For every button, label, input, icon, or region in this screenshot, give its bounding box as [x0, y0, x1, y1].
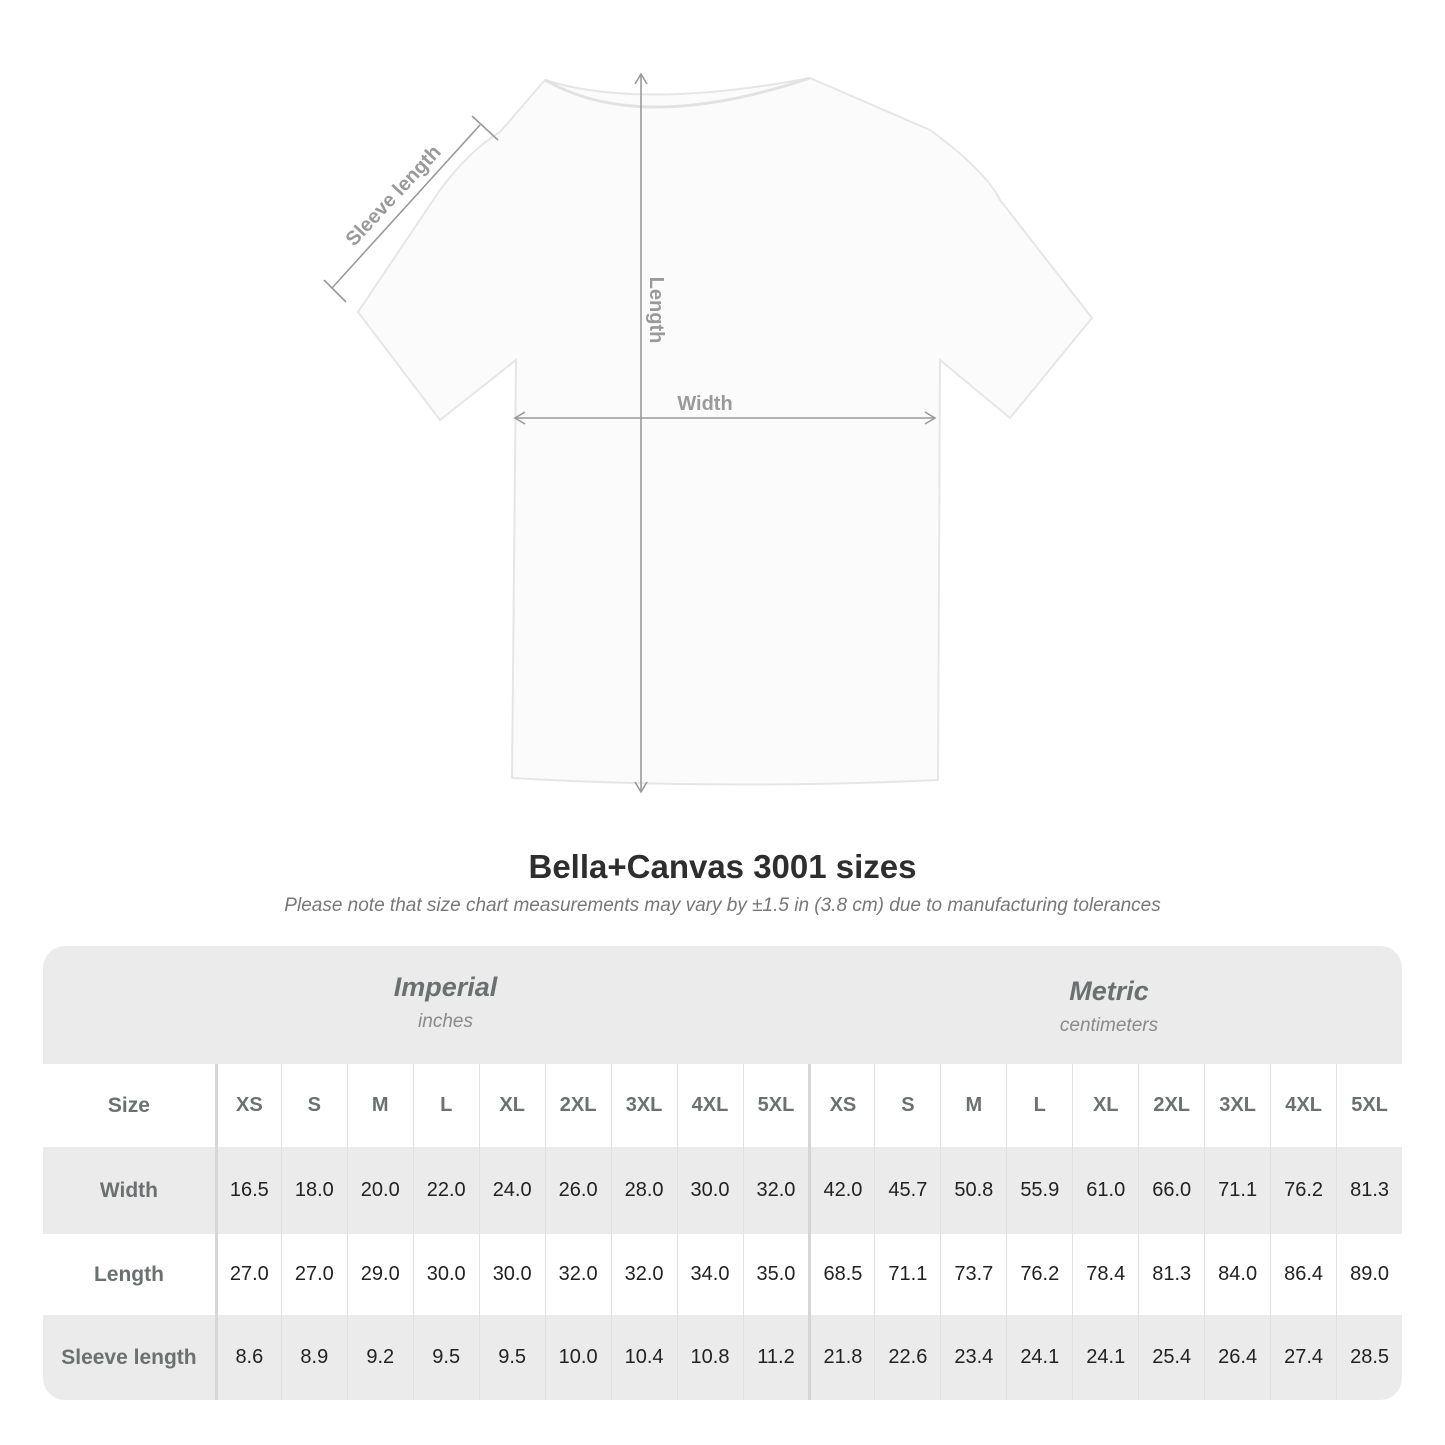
metric-value-cell: 26.4	[1204, 1315, 1270, 1400]
metric-value-cell: 66.0	[1138, 1147, 1204, 1234]
imperial-value-cell: 22.0	[412, 1147, 479, 1234]
tolerance-note: Please note that size chart measurements…	[284, 895, 1161, 916]
size-cell: 4XL	[1270, 1064, 1336, 1147]
imperial-value-cell: 18.0	[280, 1147, 347, 1234]
metric-value-cell: 55.9	[1006, 1147, 1072, 1234]
imperial-value-cell: 32.0	[742, 1147, 809, 1234]
imperial-value-cell: 30.0	[412, 1234, 479, 1315]
length-label: Length	[645, 277, 667, 344]
imperial-value-cell: 26.0	[544, 1147, 611, 1234]
size-cell: XL	[478, 1064, 545, 1147]
imperial-value-cell: 29.0	[346, 1234, 413, 1315]
size-cell: S	[280, 1064, 347, 1147]
imperial-title: Imperial	[393, 972, 498, 1002]
metric-value-cell: 45.7	[874, 1147, 940, 1234]
metric-value-cell: 22.6	[874, 1315, 940, 1400]
size-cell: XL	[1072, 1064, 1138, 1147]
imperial-value-cell: 16.5	[214, 1147, 281, 1234]
size-cell: S	[874, 1064, 940, 1147]
size-header-row: Size XS S M L XL 2XL 3XL 4XL 5XL XS S M L XL 2XL 3XL 4XL 5…	[43, 1064, 1402, 1147]
imperial-value-cell: 28.0	[610, 1147, 677, 1234]
metric-value-cell: 21.8	[808, 1315, 874, 1400]
metric-value-cell: 71.1	[1204, 1147, 1270, 1234]
row-label: Sleeve length	[61, 1345, 197, 1369]
imperial-value-cell: 9.2	[346, 1315, 413, 1400]
size-cell: L	[1006, 1064, 1072, 1147]
size-cell: L	[412, 1064, 479, 1147]
metric-value-cell: 42.0	[808, 1147, 874, 1234]
imperial-value-cell: 10.0	[544, 1315, 611, 1400]
tshirt-diagram: Width Length Sleeve length	[323, 72, 1094, 794]
imperial-value-cell: 8.6	[214, 1315, 281, 1400]
row-label: Size	[107, 1093, 150, 1117]
table-row: Length 27.0 27.0 29.0 30.0 30.0 32.0 32.0 34.0 35…	[43, 1234, 1402, 1315]
imperial-value-cell: 32.0	[544, 1234, 611, 1315]
metric-value-cell: 28.5	[1336, 1315, 1402, 1400]
metric-value-cell: 50.8	[940, 1147, 1006, 1234]
table-header: Imperial inches Metric centimeters	[43, 946, 1402, 1064]
metric-value-cell: 81.3	[1336, 1147, 1402, 1234]
size-cell: M	[346, 1064, 413, 1147]
metric-value-cell: 23.4	[940, 1315, 1006, 1400]
metric-unit: centimeters	[1059, 1015, 1159, 1036]
size-cell: XS	[808, 1064, 874, 1147]
imperial-value-cell: 30.0	[676, 1147, 743, 1234]
imperial-value-cell: 10.8	[676, 1315, 743, 1400]
metric-value-cell: 81.3	[1138, 1234, 1204, 1315]
size-cell: 3XL	[610, 1064, 677, 1147]
imperial-value-cell: 10.4	[610, 1315, 677, 1400]
metric-value-cell: 24.1	[1006, 1315, 1072, 1400]
metric-value-cell: 76.2	[1270, 1147, 1336, 1234]
width-label: Width	[677, 393, 732, 415]
imperial-value-cell: 34.0	[676, 1234, 743, 1315]
row-label: Length	[93, 1262, 164, 1286]
size-cell: 4XL	[676, 1064, 743, 1147]
row-label: Width	[99, 1178, 158, 1202]
metric-value-cell: 73.7	[940, 1234, 1006, 1315]
size-cell: 5XL	[1336, 1064, 1402, 1147]
imperial-value-cell: 8.9	[280, 1315, 347, 1400]
size-cell: 5XL	[742, 1064, 809, 1147]
imperial-value-cell: 24.0	[478, 1147, 545, 1234]
imperial-value-cell: 32.0	[610, 1234, 677, 1315]
metric-title: Metric	[1069, 976, 1149, 1006]
size-cell: M	[940, 1064, 1006, 1147]
metric-value-cell: 61.0	[1072, 1147, 1138, 1234]
imperial-value-cell: 35.0	[742, 1234, 809, 1315]
table-row: Width 16.5 18.0 20.0 22.0 24.0 26.0 28.0 30.0 32.…	[43, 1147, 1402, 1234]
imperial-value-cell: 20.0	[346, 1147, 413, 1234]
size-cell: 2XL	[544, 1064, 611, 1147]
metric-value-cell: 76.2	[1006, 1234, 1072, 1315]
imperial-value-cell: 27.0	[214, 1234, 281, 1315]
imperial-value-cell: 11.2	[742, 1315, 809, 1400]
metric-value-cell: 89.0	[1336, 1234, 1402, 1315]
metric-value-cell: 25.4	[1138, 1315, 1204, 1400]
size-table: Imperial inches Metric centimeters Size X…	[43, 946, 1402, 1400]
metric-value-cell: 71.1	[874, 1234, 940, 1315]
imperial-value-cell: 9.5	[412, 1315, 479, 1400]
metric-value-cell: 84.0	[1204, 1234, 1270, 1315]
size-cell: 3XL	[1204, 1064, 1270, 1147]
imperial-value-cell: 9.5	[478, 1315, 545, 1400]
sleeve-arrow	[331, 124, 481, 289]
metric-value-cell: 78.4	[1072, 1234, 1138, 1315]
imperial-value-cell: 27.0	[280, 1234, 347, 1315]
imperial-header: Imperial inches	[215, 972, 676, 1033]
tshirt-image	[356, 76, 1094, 786]
metric-value-cell: 27.4	[1270, 1315, 1336, 1400]
imperial-unit: inches	[418, 1011, 473, 1032]
size-cell: XS	[214, 1064, 281, 1147]
size-cell: 2XL	[1138, 1064, 1204, 1147]
metric-header: Metric centimeters	[809, 976, 1402, 1037]
metric-value-cell: 24.1	[1072, 1315, 1138, 1400]
metric-value-cell: 68.5	[808, 1234, 874, 1315]
metric-value-cell: 86.4	[1270, 1234, 1336, 1315]
chart-title: Bella+Canvas 3001 sizes	[528, 848, 917, 885]
table-row: Sleeve length 8.6 8.9 9.2 9.5 9.5 10.0 10.4 10.8…	[43, 1315, 1402, 1400]
imperial-value-cell: 30.0	[478, 1234, 545, 1315]
